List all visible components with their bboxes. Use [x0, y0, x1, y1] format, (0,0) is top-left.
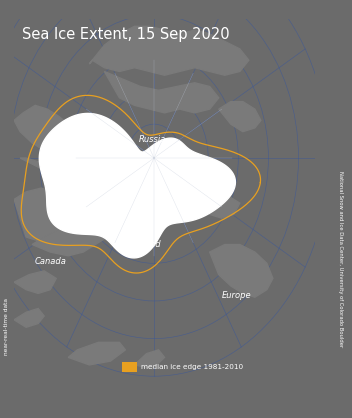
- Text: Canada: Canada: [34, 257, 66, 266]
- Polygon shape: [210, 245, 273, 297]
- Polygon shape: [14, 105, 83, 158]
- Polygon shape: [32, 222, 107, 256]
- Polygon shape: [14, 188, 92, 241]
- Polygon shape: [204, 196, 240, 218]
- Text: National Snow and Ice Data Center, University of Colorado Boulder: National Snow and Ice Data Center, Unive…: [338, 171, 343, 347]
- Text: near-real-time data: near-real-time data: [4, 298, 9, 354]
- Polygon shape: [105, 71, 219, 113]
- Polygon shape: [14, 308, 44, 327]
- Polygon shape: [89, 26, 249, 75]
- Polygon shape: [39, 113, 235, 258]
- Polygon shape: [119, 177, 168, 211]
- Bar: [122, 362, 137, 372]
- Text: Russia: Russia: [139, 135, 166, 144]
- Text: Greenland: Greenland: [117, 240, 161, 249]
- Polygon shape: [20, 154, 86, 177]
- Text: Europe: Europe: [222, 291, 252, 300]
- Text: Sea Ice Extent, 15 Sep 2020: Sea Ice Extent, 15 Sep 2020: [21, 27, 229, 42]
- Polygon shape: [14, 271, 56, 293]
- Polygon shape: [219, 102, 261, 132]
- Polygon shape: [68, 342, 125, 365]
- Text: Alaska: Alaska: [49, 189, 76, 198]
- Polygon shape: [134, 350, 165, 369]
- Text: median ice edge 1981-2010: median ice edge 1981-2010: [141, 364, 243, 370]
